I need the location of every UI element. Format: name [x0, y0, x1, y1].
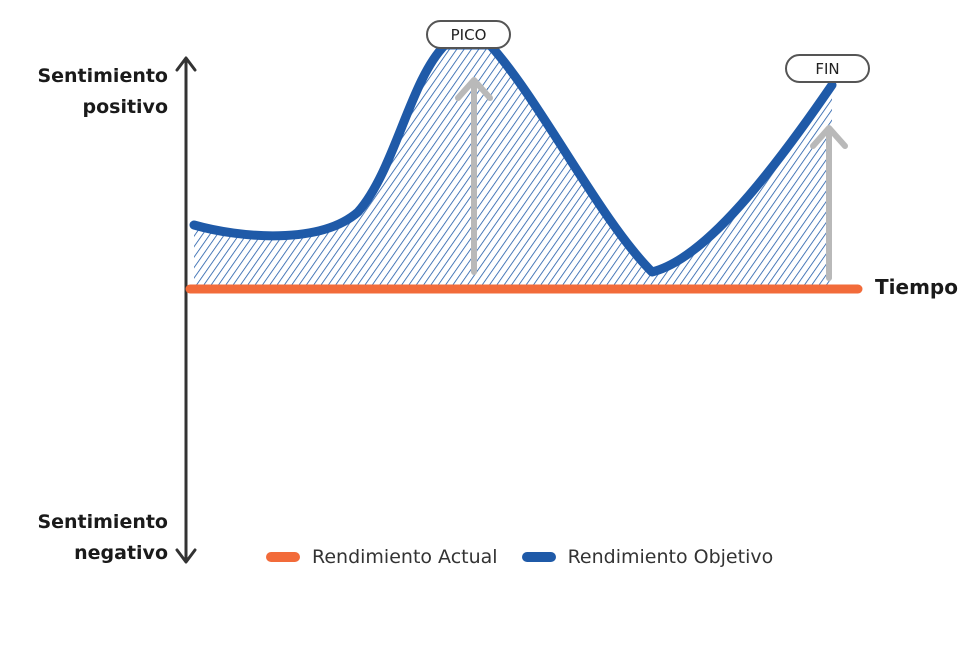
legend-label-target: Rendimiento Objetivo: [567, 546, 774, 568]
end-badge: FIN: [785, 54, 870, 83]
peak-badge: PICO: [426, 20, 511, 49]
end-arrow: [810, 125, 848, 281]
y-axis-bottom-label: Sentimiento negativo: [37, 511, 168, 564]
legend-swatch-target: [521, 552, 556, 562]
legend-item-actual: Rendimiento Actual: [266, 546, 498, 568]
y-axis-top-arrowhead: [175, 56, 197, 72]
legend-item-target: Rendimiento Objetivo: [521, 546, 774, 568]
legend: Rendimiento Actual Rendimiento Objetivo: [266, 546, 773, 568]
y-axis-bottom-arrowhead: [175, 548, 197, 564]
peak-badge-label: PICO: [451, 26, 487, 44]
legend-swatch-actual: [266, 552, 300, 562]
end-badge-label: FIN: [815, 60, 839, 78]
x-axis-label: Tiempo: [875, 275, 958, 299]
peak-arrow: [455, 77, 493, 275]
y-axis-top-label: Sentimiento positivo: [37, 65, 168, 118]
hatched-area: [194, 45, 832, 287]
target-performance-curve: [189, 40, 837, 277]
legend-label-actual: Rendimiento Actual: [312, 546, 498, 568]
